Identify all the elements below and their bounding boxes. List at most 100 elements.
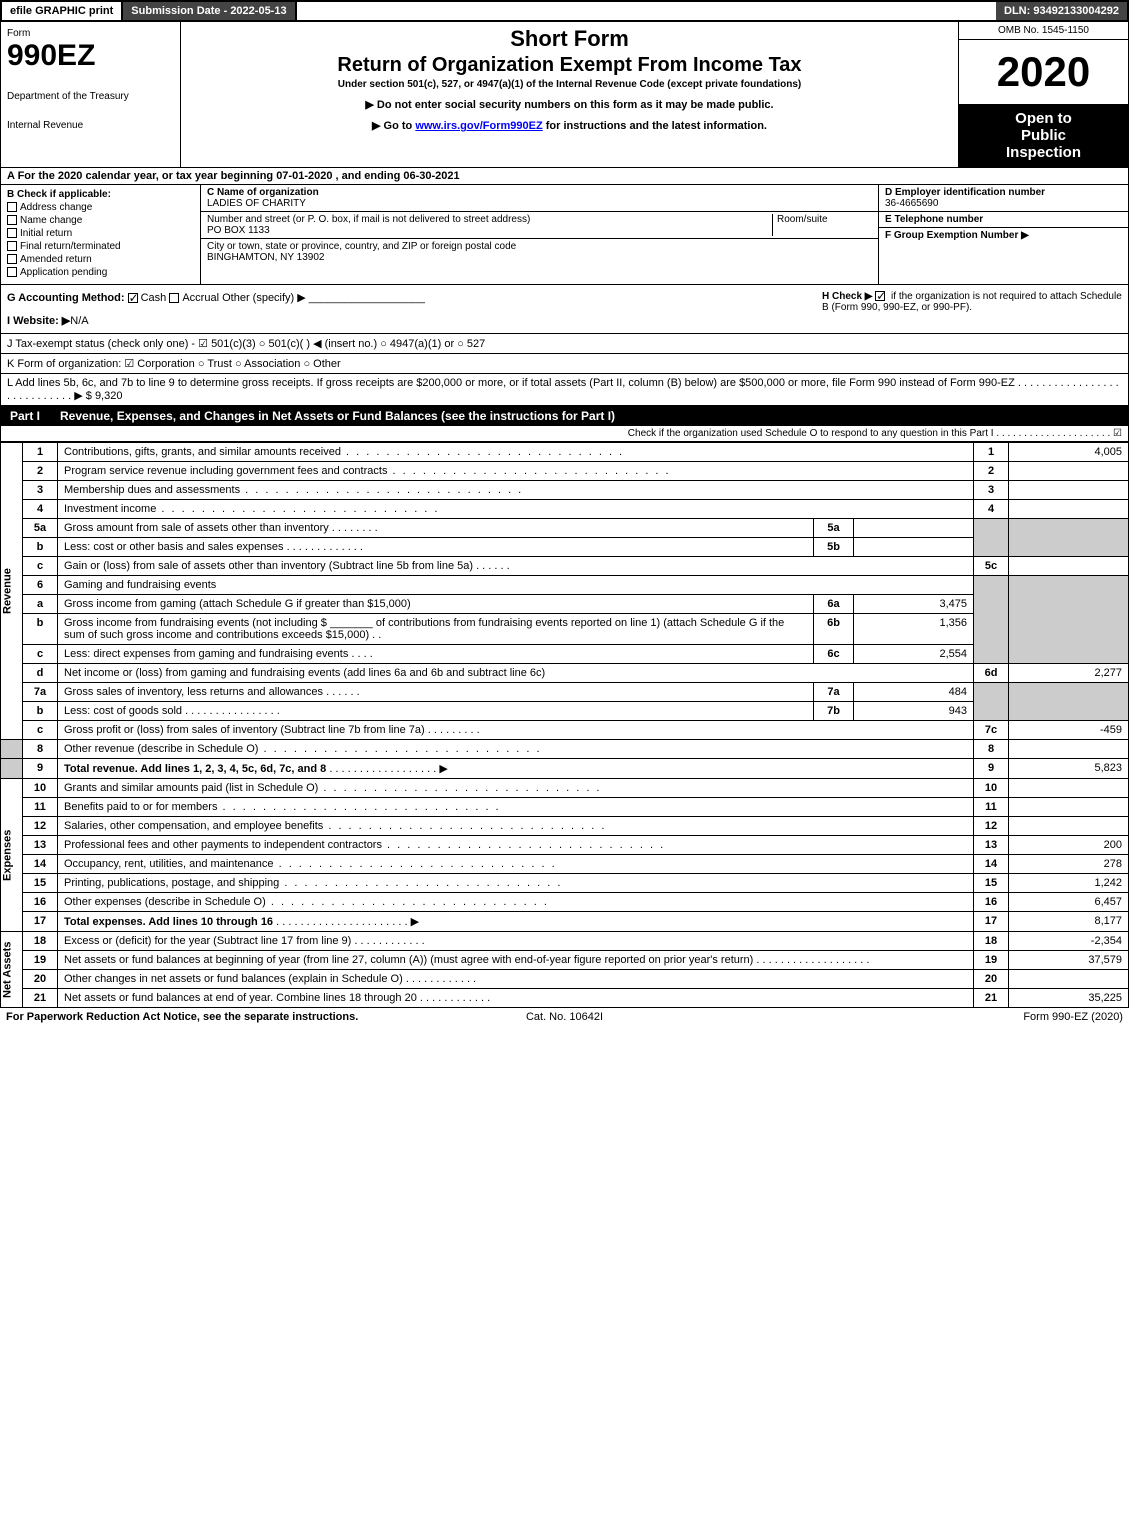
- chk-name-change[interactable]: Name change: [7, 215, 194, 226]
- header-left: Form 990EZ Department of the Treasury In…: [1, 22, 181, 167]
- line-12-text: Salaries, other compensation, and employ…: [64, 820, 323, 832]
- line-18-rn: 18: [974, 932, 1009, 951]
- note-goto: ▶ Go to www.irs.gov/Form990EZ for instru…: [191, 119, 948, 132]
- line-6b-num: b: [23, 614, 58, 645]
- chk-cash[interactable]: [128, 293, 138, 303]
- ein-value: 36-4665690: [885, 198, 1122, 209]
- line-5a-sv: [854, 519, 974, 538]
- line-12-rn: 12: [974, 817, 1009, 836]
- inspect-1: Open to: [965, 110, 1122, 127]
- h-label: H Check ▶: [822, 291, 872, 302]
- line-5a-text: Gross amount from sale of assets other t…: [64, 522, 329, 534]
- line-5a-sn: 5a: [814, 519, 854, 538]
- line-4-num: 4: [23, 500, 58, 519]
- chk-schedule-b[interactable]: [875, 291, 885, 301]
- col-b-checkboxes: B Check if applicable: Address change Na…: [1, 185, 201, 284]
- line-6d-num: d: [23, 664, 58, 683]
- chk-application-pending[interactable]: Application pending: [7, 267, 194, 278]
- addr-row: Number and street (or P. O. box, if mail…: [201, 212, 878, 239]
- line-7a-num: 7a: [23, 683, 58, 702]
- line-21-rn: 21: [974, 989, 1009, 1008]
- line-7c-val: -459: [1009, 721, 1129, 740]
- city-row: City or town, state or province, country…: [201, 239, 878, 265]
- part-1-header: Part I Revenue, Expenses, and Changes in…: [0, 406, 1129, 426]
- line-4-val: [1009, 500, 1129, 519]
- line-7c-text: Gross profit or (loss) from sales of inv…: [64, 724, 425, 736]
- line-7b-text: Less: cost of goods sold: [64, 705, 182, 717]
- line-6b-sn: 6b: [814, 614, 854, 645]
- part-1-title: Revenue, Expenses, and Changes in Net As…: [60, 409, 1119, 423]
- line-14-rn: 14: [974, 855, 1009, 874]
- line-6b-sv: 1,356: [854, 614, 974, 645]
- line-11-text: Benefits paid to or for members: [64, 801, 217, 813]
- page-footer: For Paperwork Reduction Act Notice, see …: [0, 1008, 1129, 1026]
- line-7c-num: c: [23, 721, 58, 740]
- section-bcdef: B Check if applicable: Address change Na…: [0, 185, 1129, 285]
- revenue-section-label: Revenue: [1, 443, 23, 740]
- line-7b-sv: 943: [854, 702, 974, 721]
- chk-final-return[interactable]: Final return/terminated: [7, 241, 194, 252]
- line-14-val: 278: [1009, 855, 1129, 874]
- line-21-text: Net assets or fund balances at end of ye…: [64, 992, 417, 1004]
- line-6a-num: a: [23, 595, 58, 614]
- efile-print-label[interactable]: efile GRAPHIC print: [2, 2, 123, 20]
- line-8-text: Other revenue (describe in Schedule O): [64, 743, 258, 755]
- line-5c-num: c: [23, 557, 58, 576]
- form-header: Form 990EZ Department of the Treasury In…: [0, 22, 1129, 168]
- line-5c-text: Gain or (loss) from sale of assets other…: [64, 560, 473, 572]
- org-name-row: C Name of organization LADIES OF CHARITY: [201, 185, 878, 212]
- org-name-value: LADIES OF CHARITY: [207, 198, 872, 209]
- line-9-rn: 9: [974, 759, 1009, 779]
- footer-center: Cat. No. 10642I: [378, 1011, 750, 1023]
- line-16-val: 6,457: [1009, 893, 1129, 912]
- line-6-text: Gaming and fundraising events: [58, 576, 974, 595]
- line-14-num: 14: [23, 855, 58, 874]
- line-7a-text: Gross sales of inventory, less returns a…: [64, 686, 323, 698]
- line-10-text: Grants and similar amounts paid (list in…: [64, 782, 318, 794]
- line-1-text: Contributions, gifts, grants, and simila…: [64, 446, 341, 458]
- chk-accrual[interactable]: [169, 293, 179, 303]
- line-6-num: 6: [23, 576, 58, 595]
- tax-year: 2020: [959, 40, 1128, 104]
- irs-link[interactable]: www.irs.gov/Form990EZ: [415, 120, 542, 132]
- dept-treasury: Department of the Treasury: [7, 91, 174, 102]
- inspect-3: Inspection: [965, 144, 1122, 161]
- line-11-val: [1009, 798, 1129, 817]
- lines-table: Revenue 1Contributions, gifts, grants, a…: [0, 442, 1129, 1008]
- line-18-num: 18: [23, 932, 58, 951]
- line-6d-rn: 6d: [974, 664, 1009, 683]
- phone-label: E Telephone number: [885, 214, 1122, 225]
- line-4-text: Investment income: [64, 503, 156, 515]
- line-4-rn: 4: [974, 500, 1009, 519]
- open-to-public: Open to Public Inspection: [959, 104, 1128, 167]
- website-label: I Website: ▶: [7, 315, 70, 327]
- g-label: G Accounting Method:: [7, 292, 125, 304]
- line-21-num: 21: [23, 989, 58, 1008]
- line-3-text: Membership dues and assessments: [64, 484, 240, 496]
- line-11-rn: 11: [974, 798, 1009, 817]
- line-17-text: Total expenses. Add lines 10 through 16: [64, 916, 273, 928]
- line-5b-sn: 5b: [814, 538, 854, 557]
- top-bar: efile GRAPHIC print Submission Date - 20…: [0, 0, 1129, 22]
- line-6b-text1: Gross income from fundraising events (no…: [64, 617, 327, 629]
- omb-number: OMB No. 1545-1150: [959, 22, 1128, 40]
- line-20-val: [1009, 970, 1129, 989]
- header-center: Short Form Return of Organization Exempt…: [181, 22, 958, 167]
- line-6c-sn: 6c: [814, 645, 854, 664]
- line-11-num: 11: [23, 798, 58, 817]
- subtitle: Under section 501(c), 527, or 4947(a)(1)…: [191, 79, 948, 90]
- line-15-val: 1,242: [1009, 874, 1129, 893]
- group-exemption-label: F Group Exemption Number ▶: [885, 230, 1122, 241]
- line-20-text: Other changes in net assets or fund bala…: [64, 973, 403, 985]
- line-13-rn: 13: [974, 836, 1009, 855]
- line-18-text: Excess or (deficit) for the year (Subtra…: [64, 935, 351, 947]
- chk-address-change[interactable]: Address change: [7, 202, 194, 213]
- note-goto-pre: ▶ Go to: [372, 120, 415, 132]
- line-17-num: 17: [23, 912, 58, 932]
- expenses-section-label: Expenses: [1, 779, 23, 932]
- g-other: Other (specify) ▶: [222, 292, 306, 304]
- chk-amended-return[interactable]: Amended return: [7, 254, 194, 265]
- submission-date: Submission Date - 2022-05-13: [123, 2, 296, 20]
- chk-initial-return[interactable]: Initial return: [7, 228, 194, 239]
- title-return: Return of Organization Exempt From Incom…: [191, 54, 948, 77]
